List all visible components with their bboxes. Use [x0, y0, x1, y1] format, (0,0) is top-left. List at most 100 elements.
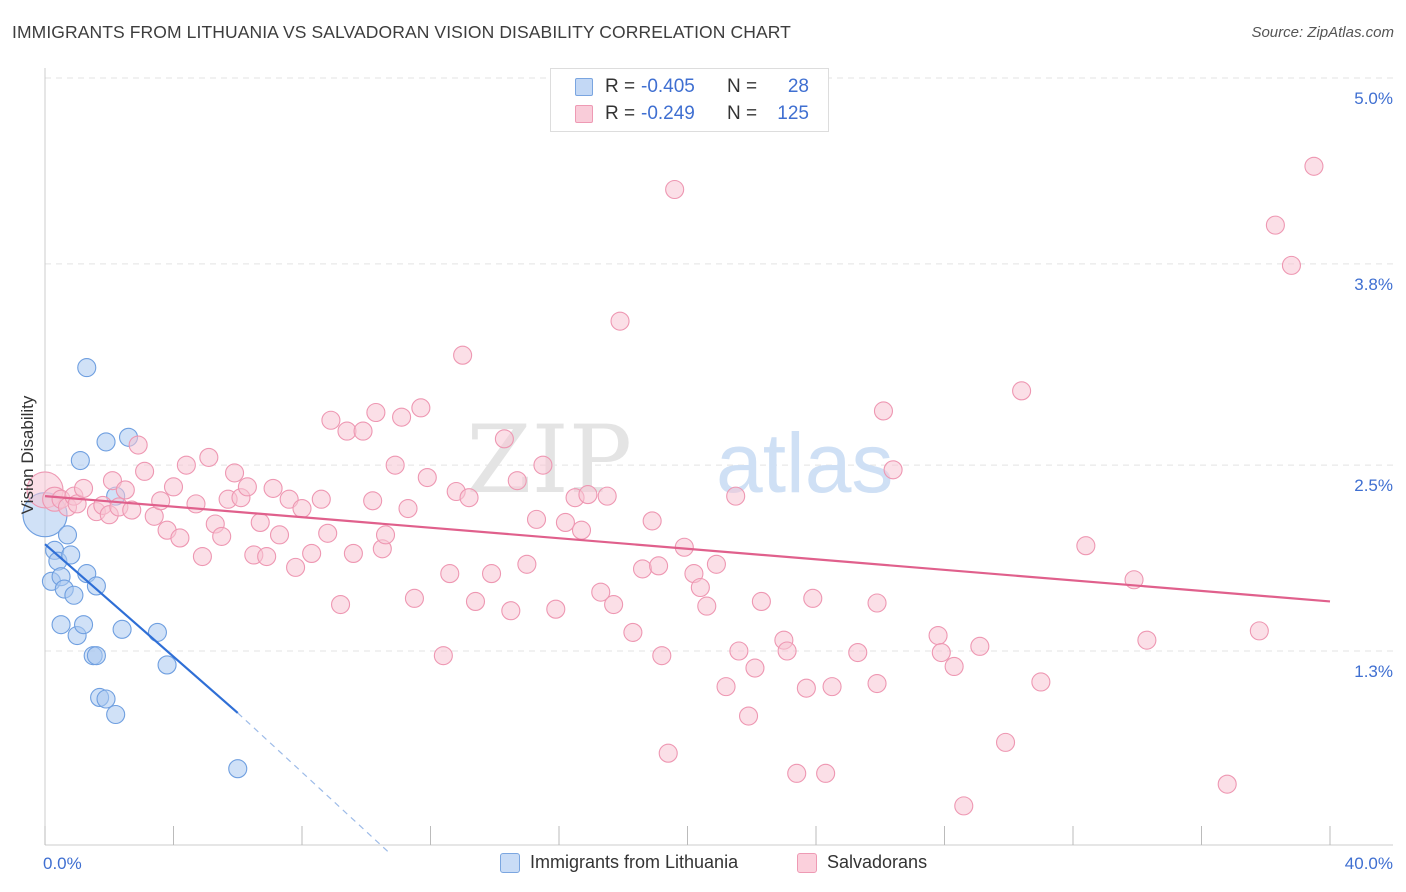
salvadoran-point: [690, 577, 710, 598]
legend-swatch-salvadoran: [575, 105, 593, 123]
salvadoran-point: [597, 486, 617, 506]
data-points: [22, 156, 1324, 816]
salvadoran-point: [706, 554, 726, 574]
salvadoran-point: [122, 500, 142, 520]
salvadoran-point: [533, 455, 553, 475]
salvadoran-point: [738, 706, 759, 726]
salvadoran-point: [311, 489, 331, 509]
salvadoran-point: [440, 564, 460, 584]
salvadoran-point: [1281, 255, 1301, 275]
salvadoran-point: [658, 743, 678, 763]
salvadoran-point: [176, 455, 196, 475]
salvadoran-point: [777, 641, 797, 661]
salvadoran-point: [404, 588, 424, 608]
lithuania-point: [70, 450, 90, 471]
lithuania-trend-extension: [237, 712, 390, 853]
salvadoran-point: [517, 554, 537, 574]
salvadoran-point: [353, 421, 373, 441]
bottom-legend-label-salvadoran: Salvadorans: [827, 852, 928, 872]
salvadoran-point: [292, 498, 312, 519]
gridlines: [45, 77, 1393, 652]
source-label: Source: ZipAtlas.com: [1251, 24, 1394, 41]
salvadoran-point: [716, 677, 736, 697]
lithuania-point: [228, 759, 248, 779]
salvadoran-point: [102, 471, 123, 491]
salvadoran-point: [954, 796, 974, 816]
trend-lines: [44, 495, 1331, 853]
salvadoran-point: [163, 477, 184, 497]
salvadoran-point: [1137, 630, 1157, 650]
y-tick-label: 2.5%: [1354, 476, 1393, 495]
legend-swatch-lithuania: [575, 78, 593, 96]
salvadoran-point: [578, 485, 598, 505]
y-tick-label: 1.3%: [1354, 662, 1393, 681]
salvadoran-point: [302, 543, 322, 563]
salvadoran-point: [465, 591, 486, 611]
salvadoran-point: [729, 641, 749, 661]
y-axis-label: Vision Disability: [18, 395, 37, 514]
y-tick-label: 5.0%: [1354, 89, 1393, 108]
salvadoran-point: [375, 525, 396, 545]
salvadoran-point: [928, 625, 948, 646]
salvadoran-point: [649, 556, 669, 576]
salvadoran-point: [286, 557, 306, 577]
salvadoran-point: [751, 591, 771, 611]
salvadoran-point: [343, 543, 363, 563]
lithuania-point: [86, 646, 106, 666]
lithuania-point: [157, 655, 177, 675]
salvadoran-point: [1076, 536, 1096, 556]
legend-r-label: R =: [605, 103, 636, 124]
correlation-legend: R = -0.405 N = 28 R = -0.249 N = 125: [550, 68, 829, 132]
legend-n-label: N =: [727, 103, 758, 124]
salvadoran-point: [417, 468, 437, 488]
salvadoran-point: [665, 179, 685, 200]
legend-n-value: 28: [787, 76, 809, 97]
salvadoran-point: [526, 509, 547, 529]
salvadoran-point: [501, 601, 521, 621]
salvadoran-point: [392, 407, 412, 427]
lithuania-point: [147, 622, 167, 642]
salvadoran-point: [610, 311, 630, 331]
salvadoran-point: [571, 520, 592, 540]
tick-labels: 1.3% 2.5% 3.8% 5.0% 0.0% 40.0%: [43, 89, 1393, 873]
lithuania-point: [64, 585, 84, 605]
lithuania-point: [61, 545, 81, 565]
salvadoran-point: [128, 435, 148, 455]
salvadoran-point: [848, 642, 868, 663]
salvadoran-point: [337, 421, 357, 441]
y-tick-label: 3.8%: [1354, 275, 1393, 294]
salvadoran-point: [546, 599, 566, 619]
salvadoran-point: [257, 546, 277, 567]
salvadoran-point: [1304, 156, 1324, 176]
salvadoran-point: [321, 410, 341, 430]
axes: [44, 68, 1393, 846]
salvadoran-point: [135, 461, 155, 481]
salvadoran-point: [591, 582, 611, 602]
legend-r-value: -0.249: [641, 103, 695, 124]
lithuania-point: [96, 689, 116, 709]
chart-title: IMMIGRANTS FROM LITHUANIA VS SALVADORAN …: [12, 22, 791, 42]
salvadoran-point: [453, 345, 473, 365]
salvadoran-point: [867, 673, 887, 694]
salvadoran-point: [199, 447, 219, 467]
salvadoran-point: [995, 732, 1016, 752]
salvadoran-point: [803, 588, 823, 608]
salvadoran-point: [873, 401, 894, 421]
legend-row-lithuania: R = -0.405 N = 28: [575, 75, 809, 99]
salvadoran-point: [867, 593, 887, 613]
lithuania-point: [74, 615, 94, 635]
salvadoran-point: [642, 511, 662, 531]
salvadoran-point: [459, 488, 479, 508]
bottom-legend-salvadoran: Salvadorans: [797, 852, 927, 873]
salvadoran-point: [263, 478, 283, 498]
salvadoran-point: [212, 526, 232, 546]
salvadoran-point: [816, 763, 836, 783]
salvadoran-point: [623, 622, 643, 642]
salvadoran-point: [604, 594, 624, 615]
bottom-legend-lithuania: Immigrants from Lithuania: [500, 852, 738, 873]
salvadoran-point: [186, 494, 206, 514]
salvadoran-trend-line: [44, 495, 1331, 603]
salvadoran-point: [494, 429, 514, 449]
salvadoran-point: [697, 596, 717, 616]
